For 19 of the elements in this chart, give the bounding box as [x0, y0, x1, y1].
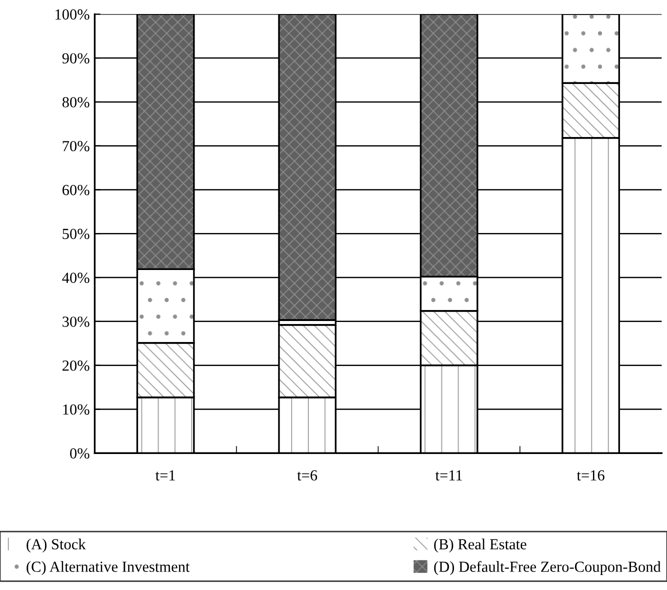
- y-tick-label: 20%: [62, 360, 90, 371]
- y-tick-label: 90%: [62, 53, 90, 64]
- y-tick-label: 0%: [70, 448, 90, 459]
- legend-label: (C) Alternative Investment: [26, 561, 190, 576]
- x-tick-label: t=1: [155, 470, 175, 481]
- y-tick-label: 70%: [62, 140, 90, 152]
- legend-label: (D) Default-Free Zero-Coupon-Bond: [434, 561, 661, 576]
- x-tick-label: t=6: [297, 470, 318, 481]
- y-tick-label: 60%: [62, 184, 90, 196]
- legend-label: (A) Stock: [26, 538, 86, 553]
- y-tick-label: 50%: [62, 228, 90, 240]
- y-tick-label: 10%: [63, 404, 90, 415]
- x-tick-label: t=11: [435, 470, 462, 481]
- x-tick-label: t=16: [576, 470, 604, 481]
- legend-label: (B) Real Estate: [434, 538, 526, 553]
- y-tick-label: 30%: [62, 316, 90, 327]
- y-tick-label: 100%: [56, 9, 90, 20]
- y-tick-label: 40%: [62, 272, 90, 284]
- y-tick-label: 80%: [62, 97, 90, 108]
